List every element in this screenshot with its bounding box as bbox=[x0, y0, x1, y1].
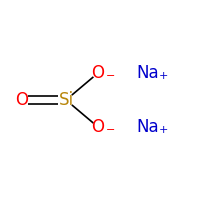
Text: Na: Na bbox=[137, 64, 159, 82]
Text: Na: Na bbox=[137, 118, 159, 136]
Text: O: O bbox=[16, 91, 29, 109]
Text: O: O bbox=[92, 118, 104, 136]
Text: −: − bbox=[106, 125, 116, 135]
Text: +: + bbox=[158, 71, 168, 81]
Text: O: O bbox=[92, 64, 104, 82]
Text: −: − bbox=[106, 71, 116, 81]
Text: Si: Si bbox=[58, 91, 74, 109]
Text: +: + bbox=[158, 125, 168, 135]
